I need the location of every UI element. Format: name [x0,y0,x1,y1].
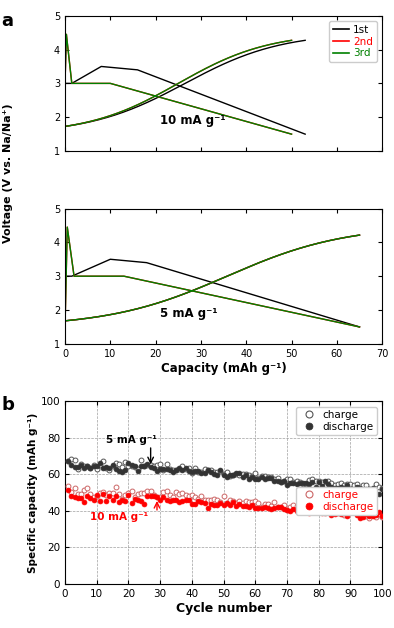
Text: 10 mA g⁻¹: 10 mA g⁻¹ [90,512,149,522]
Y-axis label: Specific capacity (mAh g⁻¹): Specific capacity (mAh g⁻¹) [28,413,38,573]
Text: b: b [2,396,15,414]
X-axis label: Cycle number: Cycle number [176,602,271,615]
Text: 5 mA g⁻¹: 5 mA g⁻¹ [106,435,157,445]
Text: 5 mA g⁻¹: 5 mA g⁻¹ [160,307,217,320]
Text: 10 mA g⁻¹: 10 mA g⁻¹ [160,114,226,127]
Text: a: a [2,12,13,30]
Legend: 1st, 2nd, 3rd: 1st, 2nd, 3rd [329,21,377,62]
Text: Voltage (V vs. Na/Na⁺): Voltage (V vs. Na/Na⁺) [3,103,13,242]
X-axis label: Capacity (mAh g⁻¹): Capacity (mAh g⁻¹) [161,362,286,374]
Legend: charge, discharge: charge, discharge [296,487,377,515]
